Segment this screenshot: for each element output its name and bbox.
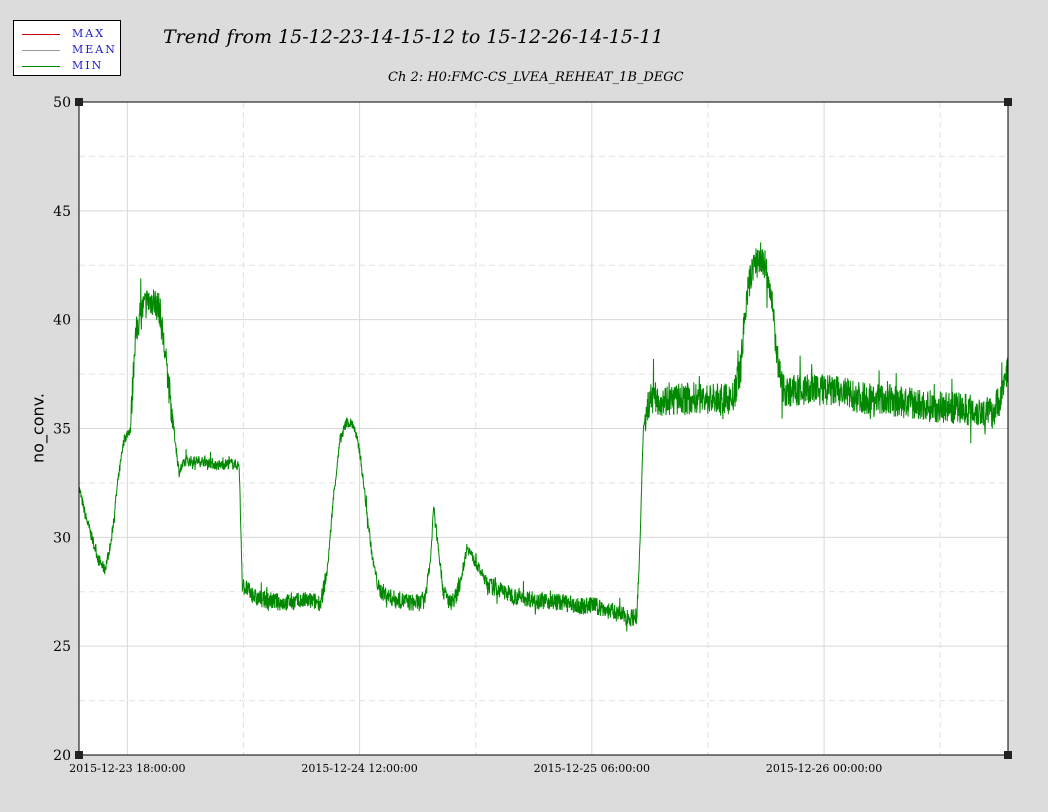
plot-frame: [78, 101, 1009, 756]
y-tick-label: 25: [53, 639, 71, 655]
legend-label: MAX: [72, 27, 106, 40]
corner-marker: [75, 98, 83, 106]
legend-item-mean: MEAN: [14, 42, 120, 58]
x-tick-label: 2015-12-24 12:00:00: [301, 762, 417, 775]
legend: MAX MEAN MIN: [13, 20, 121, 76]
corner-marker: [75, 751, 83, 759]
y-tick-label: 40: [53, 313, 71, 329]
legend-label: MIN: [72, 59, 104, 72]
y-tick-label: 45: [53, 204, 71, 220]
x-tick-label: 2015-12-23 18:00:00: [69, 762, 185, 775]
legend-label: MEAN: [72, 43, 117, 56]
legend-item-max: MAX: [14, 26, 120, 42]
series-line-min: [78, 242, 1009, 632]
y-tick-label: 30: [53, 530, 71, 546]
x-tick-label: 2015-12-25 06:00:00: [534, 762, 650, 775]
chart-title: Trend from 15-12-23-14-15-12 to 15-12-26…: [163, 26, 664, 48]
y-tick-label: 35: [53, 422, 71, 438]
y-tick-label: 50: [53, 95, 71, 111]
corner-marker: [1004, 751, 1012, 759]
x-tick-label: 2015-12-26 00:00:00: [766, 762, 882, 775]
chart-subtitle: Ch 2: H0:FMC-CS_LVEA_REHEAT_1B_DEGC: [388, 70, 684, 85]
legend-item-min: MIN: [14, 58, 120, 74]
legend-swatch: [22, 50, 60, 51]
legend-swatch: [22, 66, 60, 67]
corner-marker: [1004, 98, 1012, 106]
y-tick-label: 20: [53, 748, 71, 764]
legend-swatch: [22, 34, 60, 35]
